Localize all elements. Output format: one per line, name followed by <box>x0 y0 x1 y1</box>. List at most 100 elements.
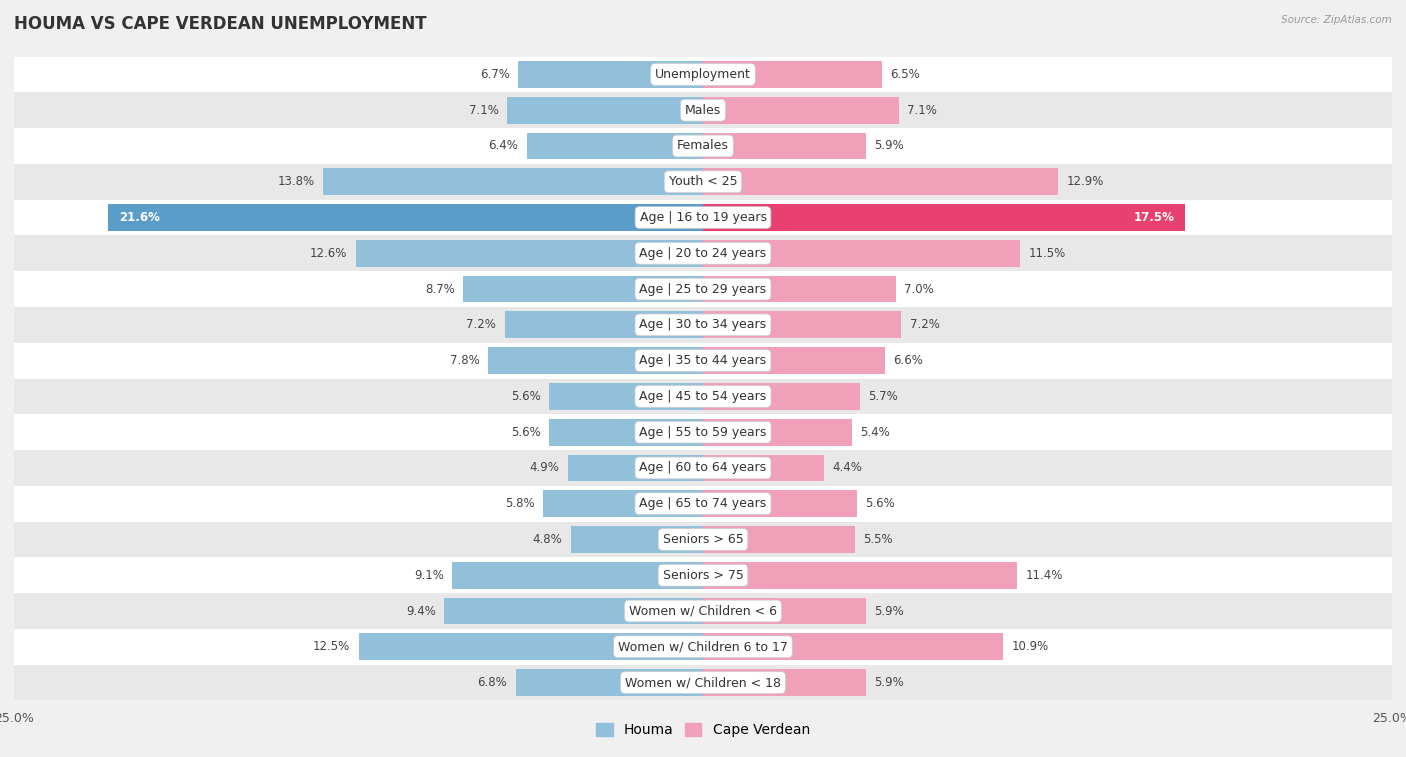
Bar <box>14 450 1392 486</box>
Bar <box>14 128 1392 164</box>
Text: Seniors > 75: Seniors > 75 <box>662 569 744 581</box>
Text: 5.7%: 5.7% <box>869 390 898 403</box>
Text: 9.1%: 9.1% <box>415 569 444 581</box>
Text: Source: ZipAtlas.com: Source: ZipAtlas.com <box>1281 15 1392 25</box>
Text: Unemployment: Unemployment <box>655 68 751 81</box>
Bar <box>527 132 703 160</box>
Bar <box>14 343 1392 378</box>
Bar <box>444 597 703 625</box>
Text: Age | 30 to 34 years: Age | 30 to 34 years <box>640 319 766 332</box>
Bar <box>516 669 703 696</box>
Text: 7.1%: 7.1% <box>470 104 499 117</box>
Bar <box>14 557 1392 593</box>
Text: 5.9%: 5.9% <box>875 676 904 689</box>
Text: Age | 45 to 54 years: Age | 45 to 54 years <box>640 390 766 403</box>
Bar <box>703 311 901 338</box>
Text: 7.1%: 7.1% <box>907 104 936 117</box>
Bar <box>14 414 1392 450</box>
Bar <box>703 347 884 374</box>
Text: 7.2%: 7.2% <box>910 319 939 332</box>
Bar <box>323 168 703 195</box>
Text: 6.8%: 6.8% <box>478 676 508 689</box>
Bar <box>548 383 703 410</box>
Text: Women w/ Children < 6: Women w/ Children < 6 <box>628 605 778 618</box>
Bar <box>571 526 703 553</box>
Text: 6.6%: 6.6% <box>893 354 922 367</box>
Text: 4.8%: 4.8% <box>533 533 562 546</box>
Text: Females: Females <box>678 139 728 152</box>
Bar <box>14 378 1392 414</box>
Bar <box>703 491 858 517</box>
Bar <box>703 276 896 303</box>
Bar <box>508 97 703 123</box>
Bar <box>14 235 1392 271</box>
Bar <box>543 491 703 517</box>
Text: 11.4%: 11.4% <box>1025 569 1063 581</box>
Text: 7.0%: 7.0% <box>904 282 934 295</box>
Bar <box>14 164 1392 200</box>
Text: Age | 55 to 59 years: Age | 55 to 59 years <box>640 425 766 438</box>
Text: 5.6%: 5.6% <box>510 390 540 403</box>
Bar <box>703 597 866 625</box>
Text: 11.5%: 11.5% <box>1028 247 1066 260</box>
Bar <box>453 562 703 589</box>
Text: 5.6%: 5.6% <box>510 425 540 438</box>
Text: Age | 60 to 64 years: Age | 60 to 64 years <box>640 462 766 475</box>
Bar <box>703 61 882 88</box>
Text: 7.8%: 7.8% <box>450 354 479 367</box>
Bar <box>359 634 703 660</box>
Bar <box>519 61 703 88</box>
Text: Youth < 25: Youth < 25 <box>669 176 737 188</box>
Text: Age | 65 to 74 years: Age | 65 to 74 years <box>640 497 766 510</box>
Bar <box>14 629 1392 665</box>
Bar <box>14 92 1392 128</box>
Bar <box>14 486 1392 522</box>
Text: 5.9%: 5.9% <box>875 139 904 152</box>
Bar <box>14 307 1392 343</box>
Bar <box>108 204 703 231</box>
Bar <box>703 383 860 410</box>
Bar <box>703 669 866 696</box>
Bar <box>703 132 866 160</box>
Legend: Houma, Cape Verdean: Houma, Cape Verdean <box>591 718 815 743</box>
Text: Males: Males <box>685 104 721 117</box>
Text: 12.9%: 12.9% <box>1067 176 1104 188</box>
Text: Age | 16 to 19 years: Age | 16 to 19 years <box>640 211 766 224</box>
Text: 7.2%: 7.2% <box>467 319 496 332</box>
Bar <box>703 168 1059 195</box>
Text: Age | 25 to 29 years: Age | 25 to 29 years <box>640 282 766 295</box>
Bar <box>488 347 703 374</box>
Text: 5.8%: 5.8% <box>505 497 534 510</box>
Bar <box>703 97 898 123</box>
Text: 13.8%: 13.8% <box>277 176 315 188</box>
Bar <box>703 454 824 481</box>
Bar <box>703 204 1185 231</box>
Bar <box>356 240 703 266</box>
Text: Women w/ Children 6 to 17: Women w/ Children 6 to 17 <box>619 640 787 653</box>
Text: Age | 35 to 44 years: Age | 35 to 44 years <box>640 354 766 367</box>
Text: 21.6%: 21.6% <box>118 211 160 224</box>
Bar <box>703 562 1017 589</box>
Text: 12.5%: 12.5% <box>314 640 350 653</box>
Bar <box>703 634 1004 660</box>
Bar <box>703 240 1019 266</box>
Text: 5.4%: 5.4% <box>860 425 890 438</box>
Bar <box>14 57 1392 92</box>
Bar <box>703 419 852 446</box>
Text: 10.9%: 10.9% <box>1012 640 1049 653</box>
Bar <box>568 454 703 481</box>
Text: 4.9%: 4.9% <box>530 462 560 475</box>
Text: 5.6%: 5.6% <box>866 497 896 510</box>
Text: 6.7%: 6.7% <box>481 68 510 81</box>
Text: HOUMA VS CAPE VERDEAN UNEMPLOYMENT: HOUMA VS CAPE VERDEAN UNEMPLOYMENT <box>14 15 426 33</box>
Bar <box>505 311 703 338</box>
Bar <box>14 200 1392 235</box>
Bar <box>14 522 1392 557</box>
Text: 8.7%: 8.7% <box>425 282 456 295</box>
Bar <box>463 276 703 303</box>
Bar <box>548 419 703 446</box>
Text: Seniors > 65: Seniors > 65 <box>662 533 744 546</box>
Text: 9.4%: 9.4% <box>406 605 436 618</box>
Text: Women w/ Children < 18: Women w/ Children < 18 <box>626 676 780 689</box>
Text: 5.9%: 5.9% <box>875 605 904 618</box>
